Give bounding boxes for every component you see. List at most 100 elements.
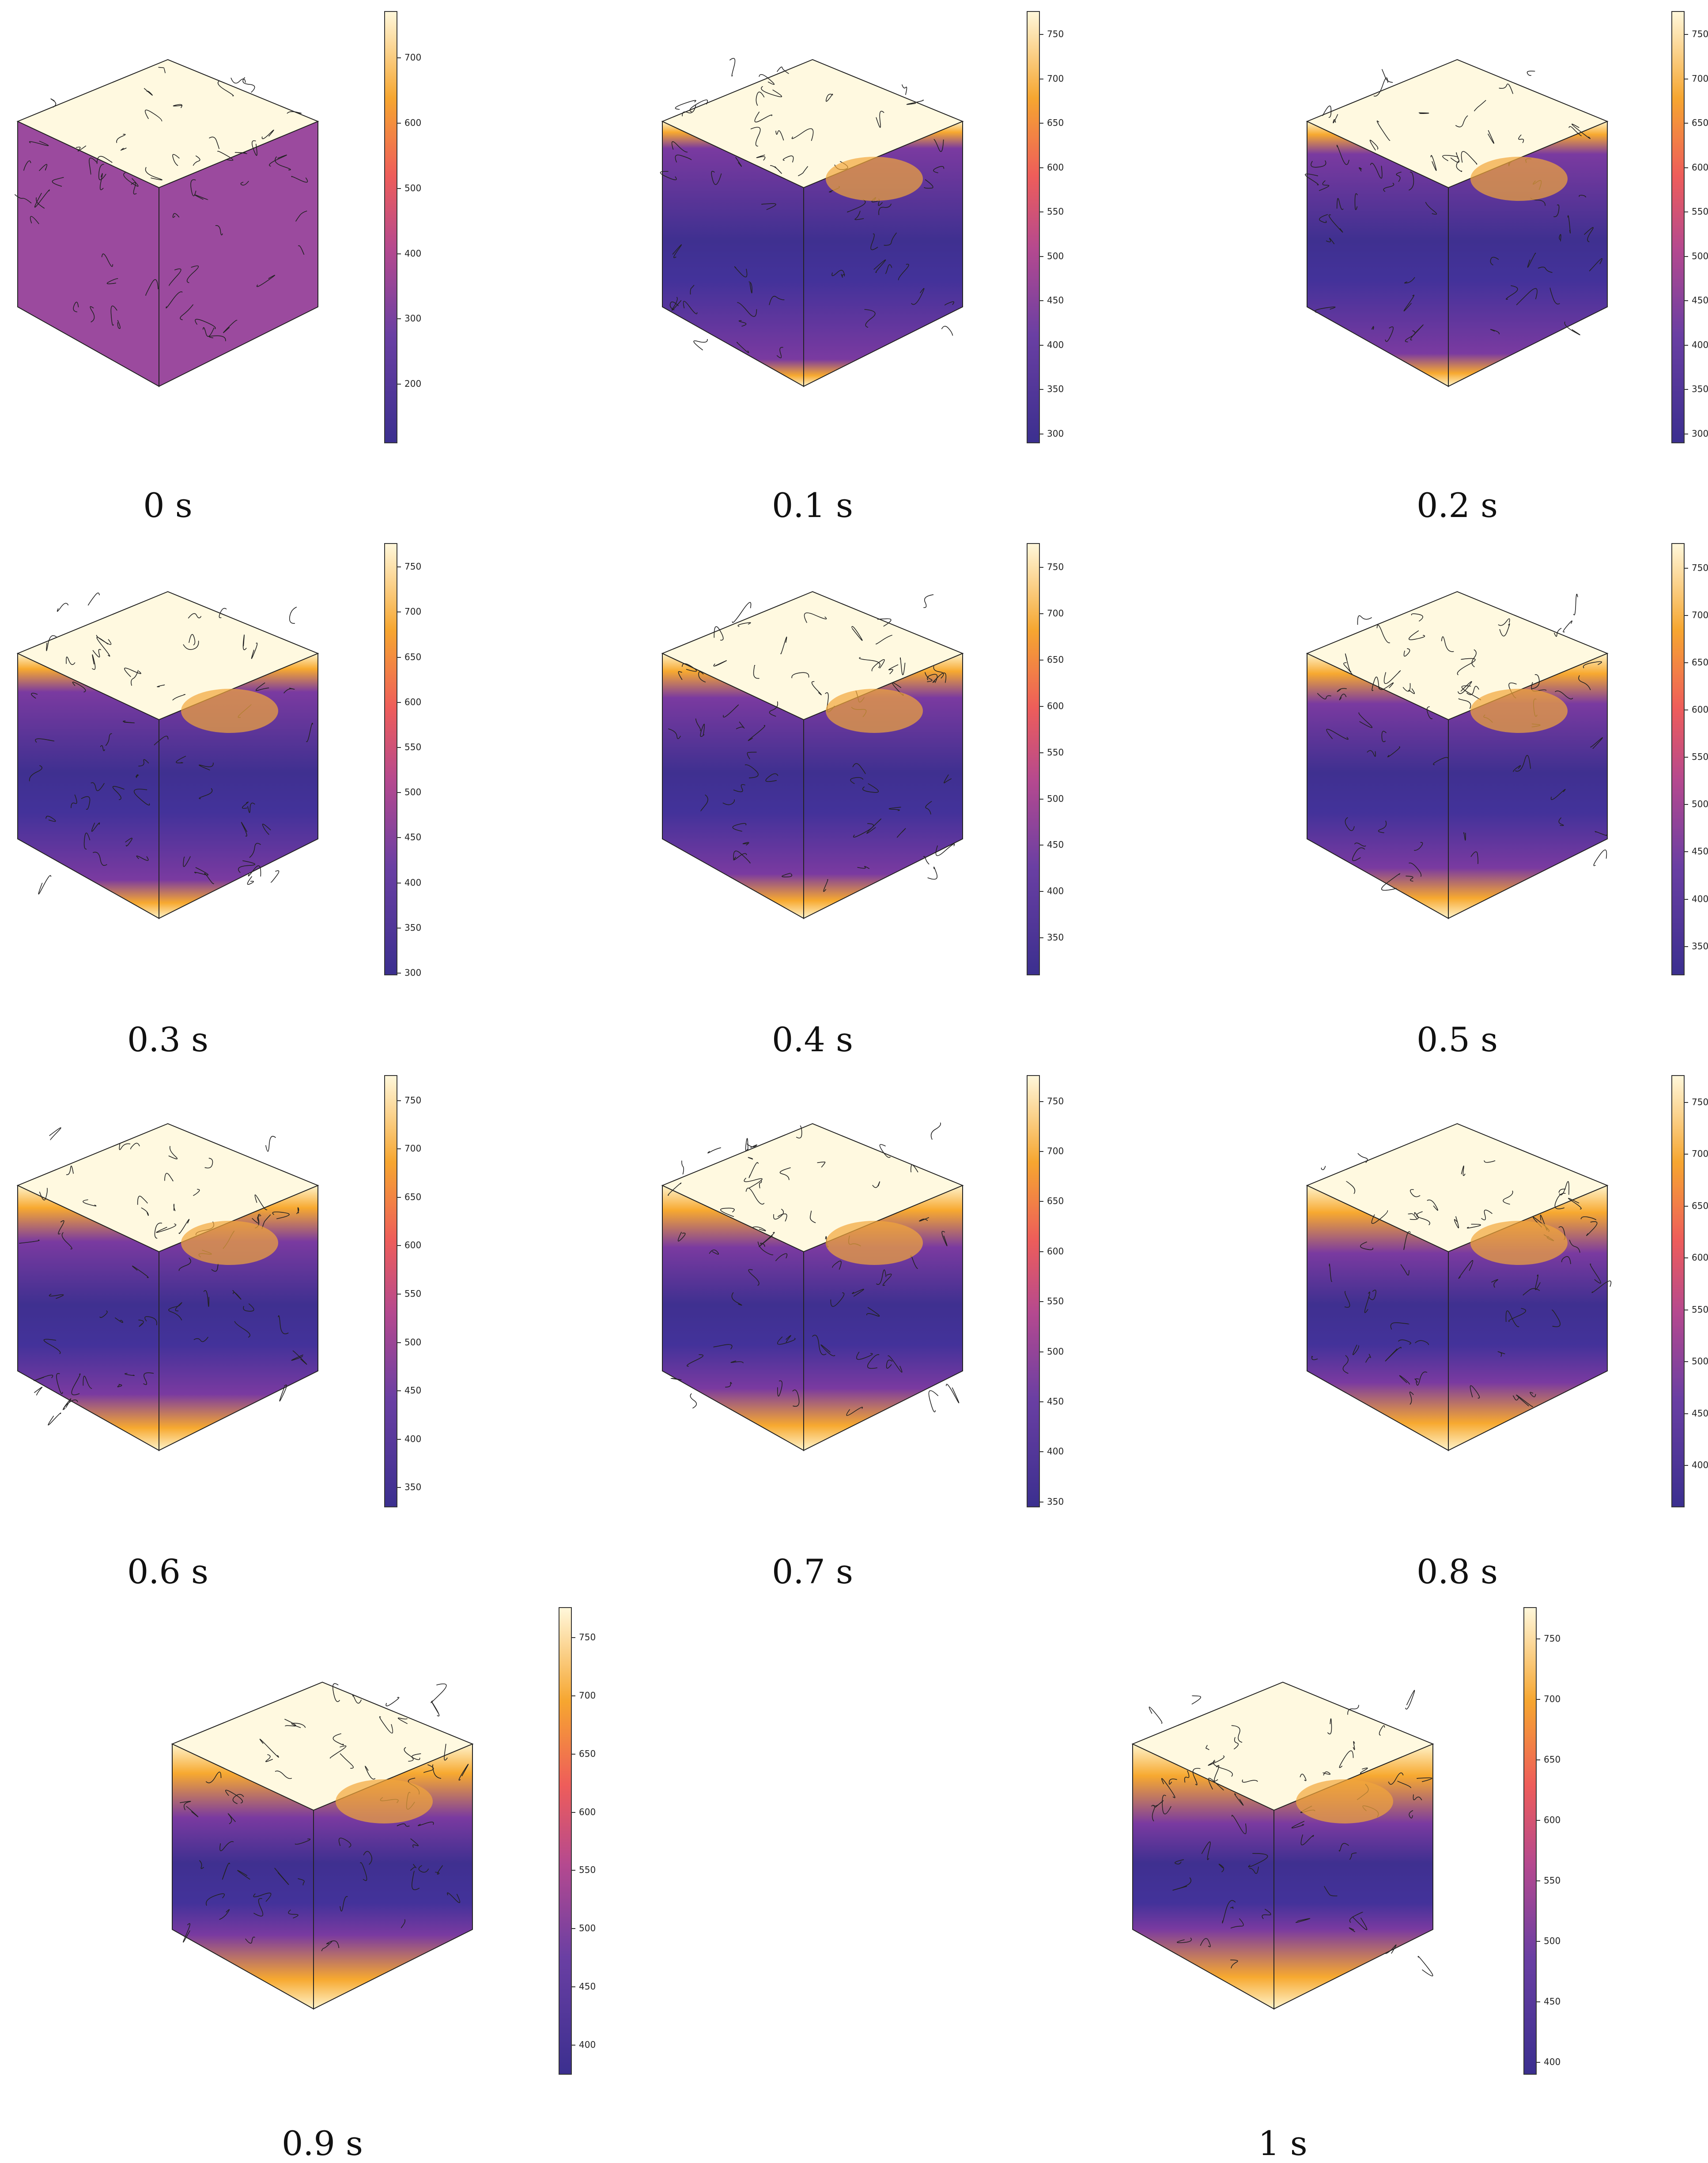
colorbar-tick-label: 700 bbox=[404, 1143, 422, 1154]
colorbar-tick-label: 550 bbox=[1692, 751, 1708, 763]
colorbar-tick bbox=[1040, 1101, 1043, 1102]
colorbar-tick bbox=[1685, 567, 1688, 569]
colorbar-tick-label: 750 bbox=[1047, 562, 1064, 573]
colorbar-tick bbox=[1537, 1759, 1540, 1760]
colorbar-tick bbox=[1685, 34, 1688, 35]
colorbar: 750 700 650 600 550 500 450 400 bbox=[1523, 1607, 1561, 2075]
colorbar-tick-label: 500 bbox=[1692, 250, 1708, 261]
time-caption: 0.4 s bbox=[771, 1020, 854, 1059]
colorbar-tick bbox=[397, 747, 401, 748]
colorbar-tick-label: 600 bbox=[579, 1806, 596, 1817]
colorbar-tick bbox=[397, 384, 401, 385]
colorbar-tick-label: 350 bbox=[1692, 384, 1708, 395]
colorbar-tick bbox=[1685, 300, 1688, 302]
colorbar-tick-label: 450 bbox=[1692, 295, 1708, 306]
colorbar-tick bbox=[1537, 1819, 1540, 1821]
colorbar-tick-label: 600 bbox=[1692, 704, 1708, 715]
colorbar-tick bbox=[1040, 344, 1043, 346]
colorbar-tick bbox=[572, 1928, 575, 1929]
colorbar-tick bbox=[1040, 1451, 1043, 1453]
colorbar-tick-label: 300 bbox=[404, 967, 422, 978]
colorbar-tick bbox=[397, 1245, 401, 1246]
colorbar: 750 700 650 600 550 500 450 400 350 300 bbox=[384, 543, 421, 978]
colorbar-tick bbox=[1685, 1361, 1688, 1363]
colorbar-tick bbox=[397, 972, 401, 974]
colorbar-tick-label: 400 bbox=[1047, 339, 1064, 350]
colorbar-tick bbox=[1685, 1257, 1688, 1259]
colorbar-tick bbox=[572, 2045, 575, 2046]
colorbar-tick bbox=[1040, 1401, 1043, 1402]
colorbar-tick-label: 650 bbox=[1047, 654, 1064, 665]
colorbar-tick bbox=[397, 1100, 401, 1101]
colorbar-tick-label: 500 bbox=[1692, 1356, 1708, 1367]
colorbar-tick bbox=[1040, 1151, 1043, 1152]
colorbar-tick bbox=[1040, 1351, 1043, 1352]
colorbar-tick bbox=[1040, 300, 1043, 302]
colorbar-tick bbox=[1040, 123, 1043, 124]
colorbar-tick bbox=[1537, 2061, 1540, 2063]
hot-region bbox=[1296, 1779, 1393, 1823]
hot-region bbox=[826, 1221, 923, 1265]
colorbar-tick-label: 600 bbox=[404, 1240, 422, 1251]
colorbar-tick-label: 650 bbox=[404, 1191, 422, 1202]
colorbar-tick bbox=[1040, 845, 1043, 846]
grain-boundaries bbox=[29, 593, 313, 895]
temperature-cube-plot bbox=[1305, 59, 1609, 387]
colorbar-tick-label: 650 bbox=[1692, 1200, 1708, 1211]
time-caption: 0.3 s bbox=[127, 1020, 209, 1059]
colorbar-tick-label: 500 bbox=[1047, 1346, 1064, 1357]
colorbar-tick bbox=[397, 657, 401, 658]
colorbar-tick bbox=[397, 1293, 401, 1295]
colorbar-tick-label: 350 bbox=[1047, 384, 1064, 395]
colorbar-tick-label: 750 bbox=[579, 1631, 596, 1642]
time-caption: 0.8 s bbox=[1416, 1552, 1498, 1591]
time-caption: 0.1 s bbox=[771, 486, 854, 525]
temperature-cube-plot bbox=[1131, 1681, 1434, 2010]
grain-boundaries bbox=[668, 594, 955, 892]
colorbar-tick bbox=[1040, 660, 1043, 661]
colorbar-tick-label: 750 bbox=[1692, 1096, 1708, 1107]
colorbar-tick bbox=[1040, 798, 1043, 800]
colorbar-tick bbox=[1685, 615, 1688, 616]
colorbar-tick-label: 750 bbox=[1047, 1095, 1064, 1106]
colorbar-tick-label: 350 bbox=[1692, 940, 1708, 951]
colorbar-tick-label: 550 bbox=[1047, 1296, 1064, 1307]
colorbar-tick bbox=[1685, 946, 1688, 947]
colorbar-tick bbox=[572, 1695, 575, 1696]
hot-region bbox=[181, 1221, 278, 1265]
grain-boundaries bbox=[19, 1127, 307, 1426]
colorbar-tick-label: 550 bbox=[579, 1865, 596, 1876]
colorbar-tick-label: 750 bbox=[1692, 29, 1708, 40]
colorbar-tick-label: 400 bbox=[579, 2039, 596, 2050]
colorbar-tick-label: 700 bbox=[1692, 609, 1708, 620]
colorbar-tick bbox=[572, 1753, 575, 1755]
colorbar-tick-label: 650 bbox=[1047, 1196, 1064, 1207]
colorbar-tick bbox=[397, 837, 401, 838]
colorbar-tick-label: 650 bbox=[579, 1748, 596, 1759]
colorbar-tick bbox=[1685, 389, 1688, 390]
colorbar-tick bbox=[1537, 1699, 1540, 1700]
colorbar-tick-label: 450 bbox=[1047, 839, 1064, 850]
colorbar-tick bbox=[1685, 757, 1688, 758]
grain-boundaries bbox=[1149, 1690, 1433, 1977]
colorbar-tick bbox=[397, 1438, 401, 1440]
colorbar-tick bbox=[397, 702, 401, 703]
cube-right-face bbox=[159, 121, 318, 387]
colorbar-tick-label: 650 bbox=[1692, 657, 1708, 668]
hot-region bbox=[336, 1779, 433, 1823]
colorbar-tick bbox=[1685, 662, 1688, 663]
colorbar-tick-label: 400 bbox=[1047, 1446, 1064, 1457]
colorbar-tick bbox=[1040, 1251, 1043, 1252]
colorbar-tick-label: 350 bbox=[1047, 1496, 1064, 1507]
colorbar-tick-label: 550 bbox=[404, 1288, 422, 1299]
colorbar-tick-label: 700 bbox=[579, 1690, 596, 1701]
colorbar-tick-label: 650 bbox=[404, 651, 422, 662]
colorbar-tick-label: 700 bbox=[404, 52, 422, 63]
colorbar-tick bbox=[572, 1812, 575, 1813]
colorbar-tick bbox=[397, 566, 401, 568]
colorbar-tick bbox=[397, 1148, 401, 1150]
colorbar-tick bbox=[1040, 752, 1043, 753]
colorbar: 750 700 650 600 550 500 450 400 350 bbox=[384, 1075, 421, 1507]
colorbar-tick bbox=[1040, 1201, 1043, 1202]
colorbar: 750 700 650 600 550 500 450 400 350 bbox=[1027, 1075, 1064, 1507]
